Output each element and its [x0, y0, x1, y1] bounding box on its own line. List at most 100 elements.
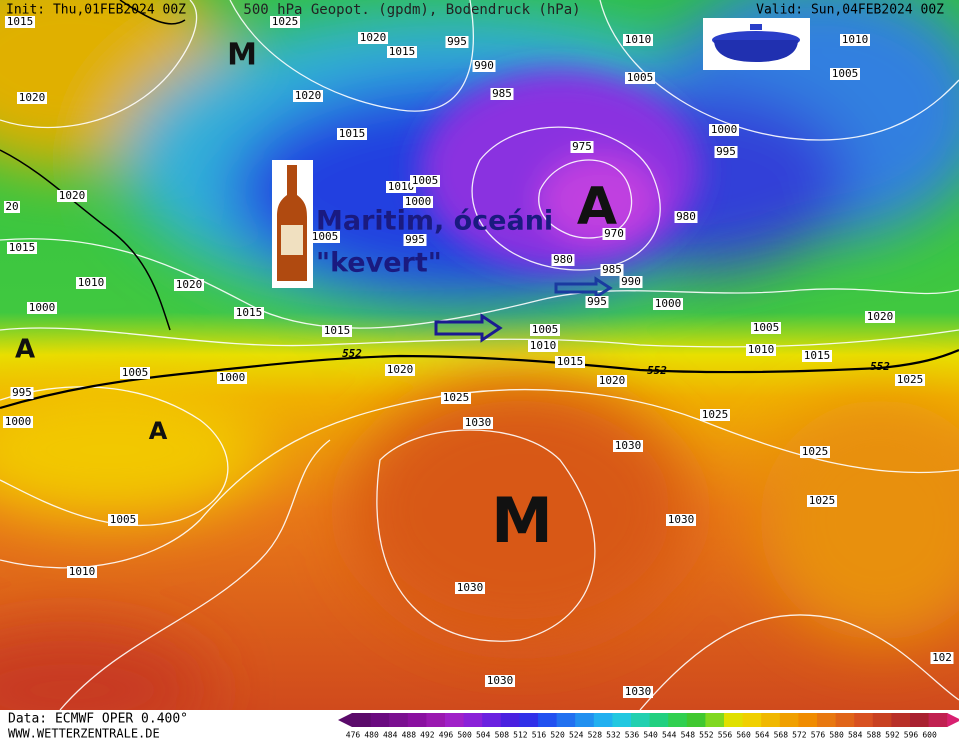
isobar-label-bg: [293, 90, 323, 102]
isobar-label: 995: [587, 295, 607, 308]
colorbar-label: 560: [736, 731, 751, 740]
isobar-label: 995: [12, 386, 32, 399]
colorbar-cell: [352, 713, 372, 727]
colorbar-label: 576: [811, 731, 826, 740]
isobar-label: 1015: [324, 324, 351, 337]
valid-time: Valid: Sun,04FEB2024 00Z: [756, 3, 944, 18]
isobar-label: 1010: [78, 276, 105, 289]
isobar-label: 985: [602, 263, 622, 276]
isobar-label: 980: [553, 253, 573, 266]
annotation: "kevert": [316, 248, 442, 279]
isobar-label-bg: [57, 190, 87, 202]
isobar-label-bg: [7, 242, 37, 254]
isobar-label-bg: [234, 307, 264, 319]
isobar-label-bg: [27, 302, 57, 314]
isobar-label: 1020: [59, 189, 86, 202]
isobar-label: 1015: [9, 241, 36, 254]
isobar-label-bg: [602, 228, 626, 240]
isobar-label: 1000: [5, 415, 32, 428]
colorbar-cell: [500, 713, 520, 727]
pressure-center: M: [227, 38, 257, 73]
colorbar-cell: [705, 713, 725, 727]
isobar-label: 1020: [176, 278, 203, 291]
colorbar-cell: [798, 713, 818, 727]
isobar-label-bg: [555, 356, 585, 368]
isobar-label-bg: [530, 324, 560, 336]
isobar-label: 1020: [867, 310, 894, 323]
isobar-label: 1030: [668, 513, 695, 526]
isobar-label-bg: [597, 375, 627, 387]
colorbar-label: 532: [606, 731, 621, 740]
isobar-label-bg: [445, 36, 469, 48]
colorbar-cell: [649, 713, 669, 727]
isobar-label: 1025: [702, 408, 729, 421]
colorbar-cell: [724, 713, 744, 727]
isobar-label-bg: [613, 440, 643, 452]
isobar-label-bg: [387, 46, 417, 58]
isobar-label-bg: [485, 675, 515, 687]
isobar-label: 1030: [465, 416, 492, 429]
isobar-label: 1005: [832, 67, 859, 80]
pressure-center: A: [577, 177, 617, 237]
isobar-label: 995: [405, 233, 425, 246]
isobar-label: 1015: [339, 127, 366, 140]
isobar-label: 1025: [897, 373, 924, 386]
isobar-label-bg: [441, 392, 471, 404]
map-title: 500 hPa Geopot. (gpdm), Bodendruck (hPa): [243, 2, 580, 18]
isobar-label: 970: [604, 227, 624, 240]
colorbar-label: 592: [885, 731, 900, 740]
arrow: [554, 276, 613, 300]
isobar-label: 1025: [272, 15, 299, 28]
colorbar-arrow: [947, 713, 959, 727]
isobar-label: 1030: [625, 685, 652, 698]
isobar-label-bg: [585, 296, 609, 308]
annotation: Maritim, óceáni: [316, 206, 553, 237]
colorbar-label: 508: [495, 731, 510, 740]
colorbar-label: 552: [699, 731, 714, 740]
colorbar: 476 480 484 488 492 496 500 504 508 512 516 520 524 5…: [338, 713, 959, 740]
pressure-center: M: [491, 484, 553, 557]
isobar-label: 1005: [753, 321, 780, 334]
isobar-label: 1010: [625, 33, 652, 46]
isobar-label-bg: [674, 211, 698, 223]
colorbar-label: 572: [792, 731, 807, 740]
colorbar-cell: [426, 713, 446, 727]
isobar-label-bg: [322, 325, 352, 337]
isobar-label: 1015: [236, 306, 263, 319]
isobar-label-bg: [653, 298, 683, 310]
isobar-label: 1005: [312, 230, 339, 243]
colorbar-label: 476: [346, 731, 361, 740]
pressure-center: A: [15, 335, 35, 365]
colorbar-label: 480: [364, 731, 379, 740]
colorbar-label: 504: [476, 731, 491, 740]
isobar-label: 1010: [388, 180, 415, 193]
isobar-label: 1005: [627, 71, 654, 84]
isobar-label-bg: [666, 514, 696, 526]
isobar-label: 1000: [405, 195, 432, 208]
colorbar-cell: [407, 713, 427, 727]
isobar-label-bg: [455, 582, 485, 594]
colorbar-label: 500: [457, 731, 472, 740]
isobar-label: 995: [447, 35, 467, 48]
contour-label: 552: [870, 360, 890, 373]
isobar-label-bg: [751, 322, 781, 334]
colorbar-cell: [575, 713, 595, 727]
colorbar-label: 492: [420, 731, 435, 740]
isobar-label: 980: [676, 210, 696, 223]
isobar-label-bg: [807, 495, 837, 507]
colorbar-label: 548: [681, 731, 696, 740]
site-name: WWW.WETTERZENTRALE.DE: [8, 727, 160, 741]
isobar-label: 1000: [711, 123, 738, 136]
isobar-label-bg: [570, 141, 594, 153]
colorbar-cell: [686, 713, 706, 727]
isobar-label-bg: [5, 16, 35, 28]
isobar-label: 1000: [655, 297, 682, 310]
isobar-label: 1010: [748, 343, 775, 356]
colorbar-label: 556: [718, 731, 733, 740]
isobar-label: 1005: [110, 513, 137, 526]
colorbar-cell: [519, 713, 539, 727]
isobar-label-bg: [463, 417, 493, 429]
isobar-label-bg: [746, 344, 776, 356]
isobar-label: 1005: [122, 366, 149, 379]
